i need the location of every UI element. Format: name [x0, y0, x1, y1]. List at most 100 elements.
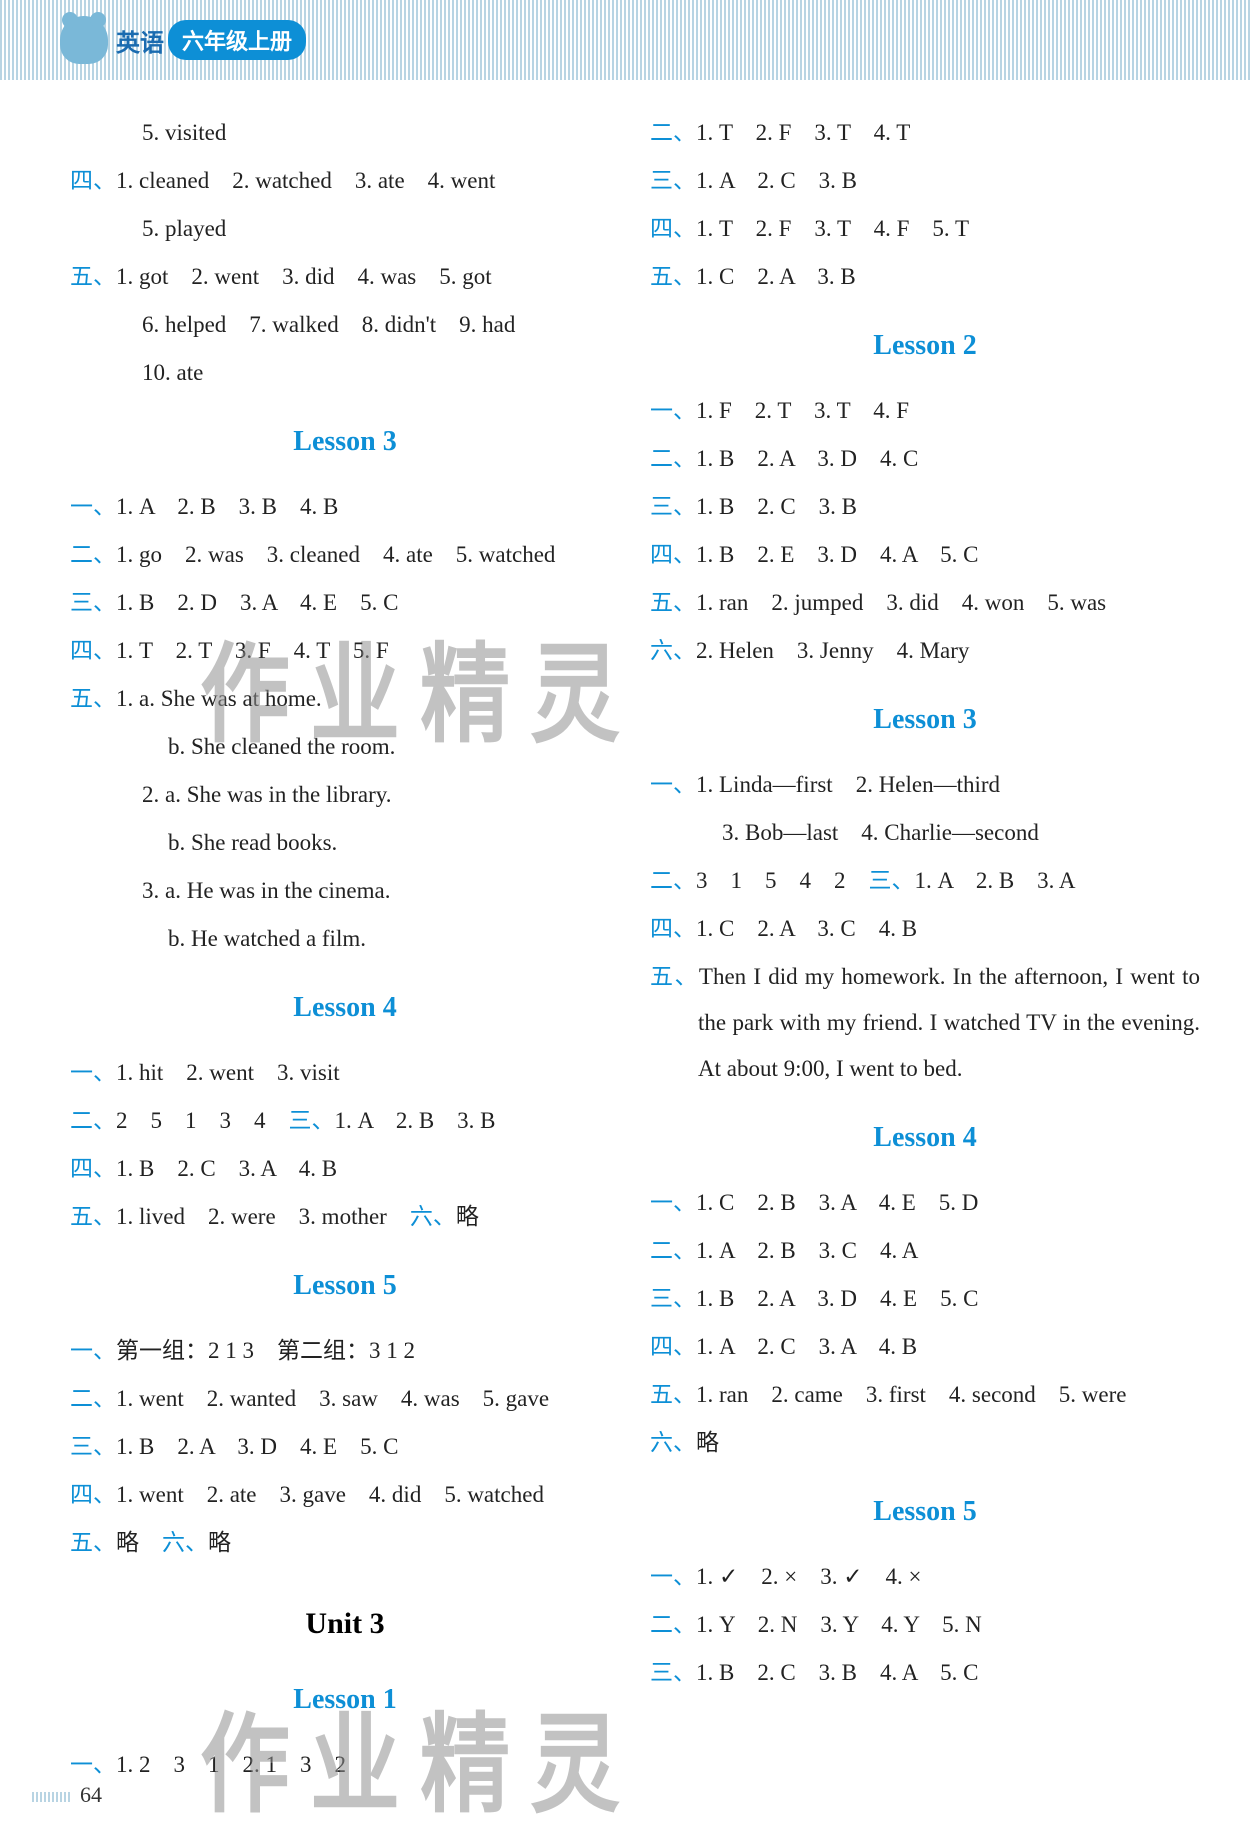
answer-line: 四、1. went 2. ate 3. gave 4. did 5. watch… — [70, 1472, 620, 1518]
answer-line: 五、1. ran 2. came 3. first 4. second 5. w… — [650, 1372, 1200, 1418]
lesson-heading: Lesson 3 — [650, 692, 1200, 748]
section-number: 六、 — [650, 638, 696, 663]
answer-line: 6. helped 7. walked 8. didn't 9. had — [70, 302, 620, 348]
left-column: 5. visited四、1. cleaned 2. watched 3. ate… — [70, 110, 620, 1790]
section-number: 三、 — [650, 168, 696, 193]
section-number: 五、 — [650, 964, 699, 989]
answer-line: 10. ate — [70, 350, 620, 396]
answer-line: 四、1. T 2. T 3. F 4. T 5. F — [70, 628, 620, 674]
section-number: 四、 — [650, 542, 696, 567]
section-number: 五、 — [650, 1382, 696, 1407]
answer-line: 二、1. T 2. F 3. T 4. T — [650, 110, 1200, 156]
page-number-bar — [32, 1792, 72, 1802]
section-number: 四、 — [70, 638, 116, 663]
answer-line: b. She cleaned the room. — [70, 724, 620, 770]
content-area: 5. visited四、1. cleaned 2. watched 3. ate… — [0, 80, 1250, 1790]
answer-line: 五、1. C 2. A 3. B — [650, 254, 1200, 300]
section-number: 一、 — [650, 398, 696, 423]
page-number: 64 — [80, 1782, 102, 1808]
answer-line: 六、2. Helen 3. Jenny 4. Mary — [650, 628, 1200, 674]
section-number: 一、 — [650, 1564, 696, 1589]
section-number: 四、 — [650, 216, 696, 241]
section-number: 二、 — [70, 542, 116, 567]
section-number: 三、 — [289, 1108, 335, 1133]
lesson-heading: Lesson 4 — [70, 980, 620, 1036]
answer-line: 三、1. B 2. A 3. D 4. E 5. C — [650, 1276, 1200, 1322]
section-number: 五、 — [70, 686, 116, 711]
answer-line: 二、2 5 1 3 4 三、1. A 2. B 3. B — [70, 1098, 620, 1144]
section-number: 一、 — [650, 772, 696, 797]
section-number: 二、 — [70, 1386, 116, 1411]
lesson-heading: Lesson 4 — [650, 1110, 1200, 1166]
section-number: 三、 — [650, 1286, 696, 1311]
answer-line: 四、1. B 2. C 3. A 4. B — [70, 1146, 620, 1192]
answer-line: 一、1. 2 3 1 2. 1 3 2 — [70, 1742, 620, 1788]
section-number: 二、 — [650, 446, 696, 471]
section-number: 五、 — [650, 590, 696, 615]
lesson-heading: Lesson 2 — [650, 318, 1200, 374]
answer-line: 2. a. She was in the library. — [70, 772, 620, 818]
section-number: 五、 — [70, 1530, 116, 1555]
answer-line: 二、1. went 2. wanted 3. saw 4. was 5. gav… — [70, 1376, 620, 1422]
answer-line: 三、1. A 2. C 3. B — [650, 158, 1200, 204]
answer-line: 三、1. B 2. A 3. D 4. E 5. C — [70, 1424, 620, 1470]
answer-line: 一、1. hit 2. went 3. visit — [70, 1050, 620, 1096]
answer-line: 5. visited — [70, 110, 620, 156]
answer-line: 二、1. Y 2. N 3. Y 4. Y 5. N — [650, 1602, 1200, 1648]
section-number: 四、 — [70, 1156, 116, 1181]
answer-line: 五、1. ran 2. jumped 3. did 4. won 5. was — [650, 580, 1200, 626]
answer-line: 5. played — [70, 206, 620, 252]
answer-line: b. She read books. — [70, 820, 620, 866]
section-number: 三、 — [650, 1660, 696, 1685]
page-header: 英语 六年级上册 — [0, 0, 1250, 80]
section-number: 六、 — [650, 1430, 696, 1455]
answer-line: 一、1. F 2. T 3. T 4. F — [650, 388, 1200, 434]
section-number: 二、 — [70, 1108, 116, 1133]
lesson-heading: Lesson 5 — [650, 1484, 1200, 1540]
section-number: 二、 — [650, 1612, 696, 1637]
section-number: 三、 — [650, 494, 696, 519]
answer-line: 六、略 — [650, 1420, 1200, 1466]
unit-heading: Unit 3 — [70, 1594, 620, 1654]
section-number: 一、 — [70, 1338, 116, 1363]
section-number: 一、 — [70, 1752, 116, 1777]
grade-pill: 六年级上册 — [168, 20, 306, 60]
subject-label: 英语 — [116, 23, 164, 58]
answer-line: 一、1. C 2. B 3. A 4. E 5. D — [650, 1180, 1200, 1226]
answer-line: 四、1. C 2. A 3. C 4. B — [650, 906, 1200, 952]
section-number: 六、 — [410, 1204, 456, 1229]
answer-line: 三、1. B 2. C 3. B — [650, 484, 1200, 530]
answer-line: 三、1. B 2. C 3. B 4. A 5. C — [650, 1650, 1200, 1696]
answer-line: 一、1. Linda—first 2. Helen—third — [650, 762, 1200, 808]
answer-line: 四、1. B 2. E 3. D 4. A 5. C — [650, 532, 1200, 578]
answer-line: 五、1. got 2. went 3. did 4. was 5. got — [70, 254, 620, 300]
answer-line: 一、1. A 2. B 3. B 4. B — [70, 484, 620, 530]
section-number: 四、 — [650, 916, 696, 941]
answer-line: 3. a. He was in the cinema. — [70, 868, 620, 914]
answer-line: 四、1. cleaned 2. watched 3. ate 4. went — [70, 158, 620, 204]
section-number: 一、 — [70, 494, 116, 519]
section-number: 三、 — [70, 1434, 116, 1459]
section-number: 五、 — [70, 264, 116, 289]
answer-line: 四、1. A 2. C 3. A 4. B — [650, 1324, 1200, 1370]
section-number: 三、 — [869, 868, 915, 893]
section-number: 一、 — [70, 1060, 116, 1085]
answer-line: 二、1. B 2. A 3. D 4. C — [650, 436, 1200, 482]
answer-line: 二、1. A 2. B 3. C 4. A — [650, 1228, 1200, 1274]
bear-icon — [60, 16, 108, 64]
answer-line: b. He watched a film. — [70, 916, 620, 962]
section-number: 四、 — [650, 1334, 696, 1359]
answer-line: 二、3 1 5 4 2 三、1. A 2. B 3. A — [650, 858, 1200, 904]
answer-line: 一、1. ✓ 2. × 3. ✓ 4. × — [650, 1554, 1200, 1600]
answer-line: 3. Bob—last 4. Charlie—second — [650, 810, 1200, 856]
lesson-heading: Lesson 1 — [70, 1672, 620, 1728]
answer-line: 二、1. go 2. was 3. cleaned 4. ate 5. watc… — [70, 532, 620, 578]
answer-line: 五、1. lived 2. were 3. mother 六、略 — [70, 1194, 620, 1240]
answer-line: 五、1. a. She was at home. — [70, 676, 620, 722]
section-number: 五、 — [650, 264, 696, 289]
right-column: 二、1. T 2. F 3. T 4. T三、1. A 2. C 3. B四、1… — [650, 110, 1200, 1790]
section-number: 四、 — [70, 168, 116, 193]
answer-line: 四、1. T 2. F 3. T 4. F 5. T — [650, 206, 1200, 252]
section-number: 五、 — [70, 1204, 116, 1229]
answer-line: 五、略 六、略 — [70, 1520, 620, 1566]
